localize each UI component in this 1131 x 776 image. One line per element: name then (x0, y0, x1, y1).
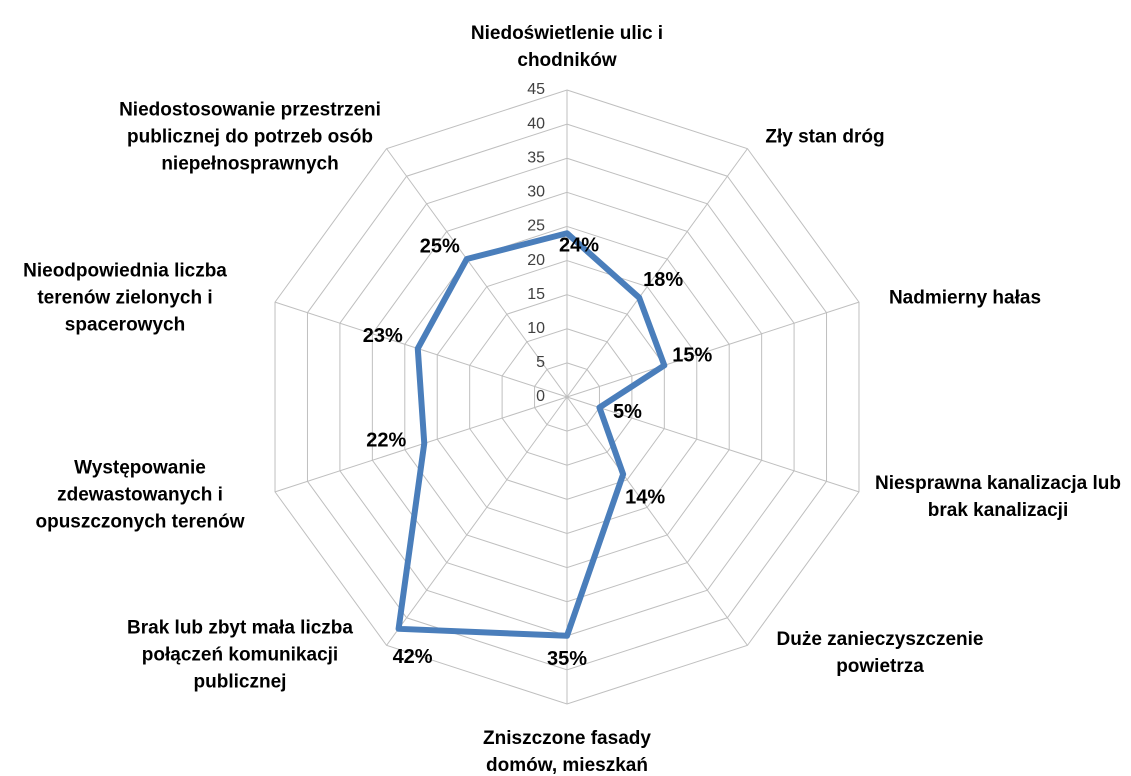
spoke (566, 396, 860, 493)
spoke (386, 148, 568, 398)
axis-tick-label: 40 (527, 115, 545, 132)
data-label: 14% (625, 487, 665, 509)
data-label: 18% (643, 269, 683, 291)
category-label: Nadmierny hałas (888, 287, 1042, 309)
data-label: 5% (613, 401, 642, 423)
data-label: 23% (363, 325, 403, 347)
spoke (274, 301, 568, 398)
axis-tick-label: 25 (527, 218, 545, 235)
category-label: Zły stan dróg (765, 126, 885, 148)
category-label: Niesprawna kanalizacja lub brak kanaliza… (874, 473, 1122, 521)
category-label: Niedoświetlenie ulic i chodników (470, 23, 664, 71)
axis-tick-label: 20 (527, 252, 545, 269)
spoke (274, 396, 568, 493)
spoke (566, 148, 748, 398)
axis-tick-label: 10 (527, 320, 545, 337)
axis-tick-label: 45 (527, 81, 545, 98)
data-label: 25% (420, 235, 460, 257)
axis-tick-label: 0 (536, 388, 545, 405)
axis-tick-label: 30 (527, 184, 545, 201)
data-label: 22% (366, 430, 406, 452)
axis-tick-label: 15 (527, 286, 545, 303)
category-label: Duże zanieczyszczenie powietrza (776, 629, 984, 677)
spoke (566, 396, 748, 646)
data-label: 24% (559, 235, 599, 257)
data-label: 35% (547, 648, 587, 670)
spoke (566, 301, 860, 398)
category-label: Nieodpowiednia liczba terenów zielonych … (23, 260, 227, 336)
axis-tick-label: 35 (527, 149, 545, 166)
category-label: Zniszczone fasady domów, mieszkań (483, 728, 651, 776)
category-label: Niedostosowanie przestrzeni publicznej d… (119, 99, 381, 175)
data-label: 42% (393, 646, 433, 668)
data-line (395, 230, 668, 639)
category-label: Występowanie zdewastowanych i opuszczony… (35, 457, 245, 533)
spoke (386, 396, 568, 646)
category-label: Brak lub zbyt mała liczba połączeń komun… (127, 617, 353, 693)
axis-tick-label: 5 (536, 354, 545, 371)
data-label: 15% (672, 345, 712, 367)
